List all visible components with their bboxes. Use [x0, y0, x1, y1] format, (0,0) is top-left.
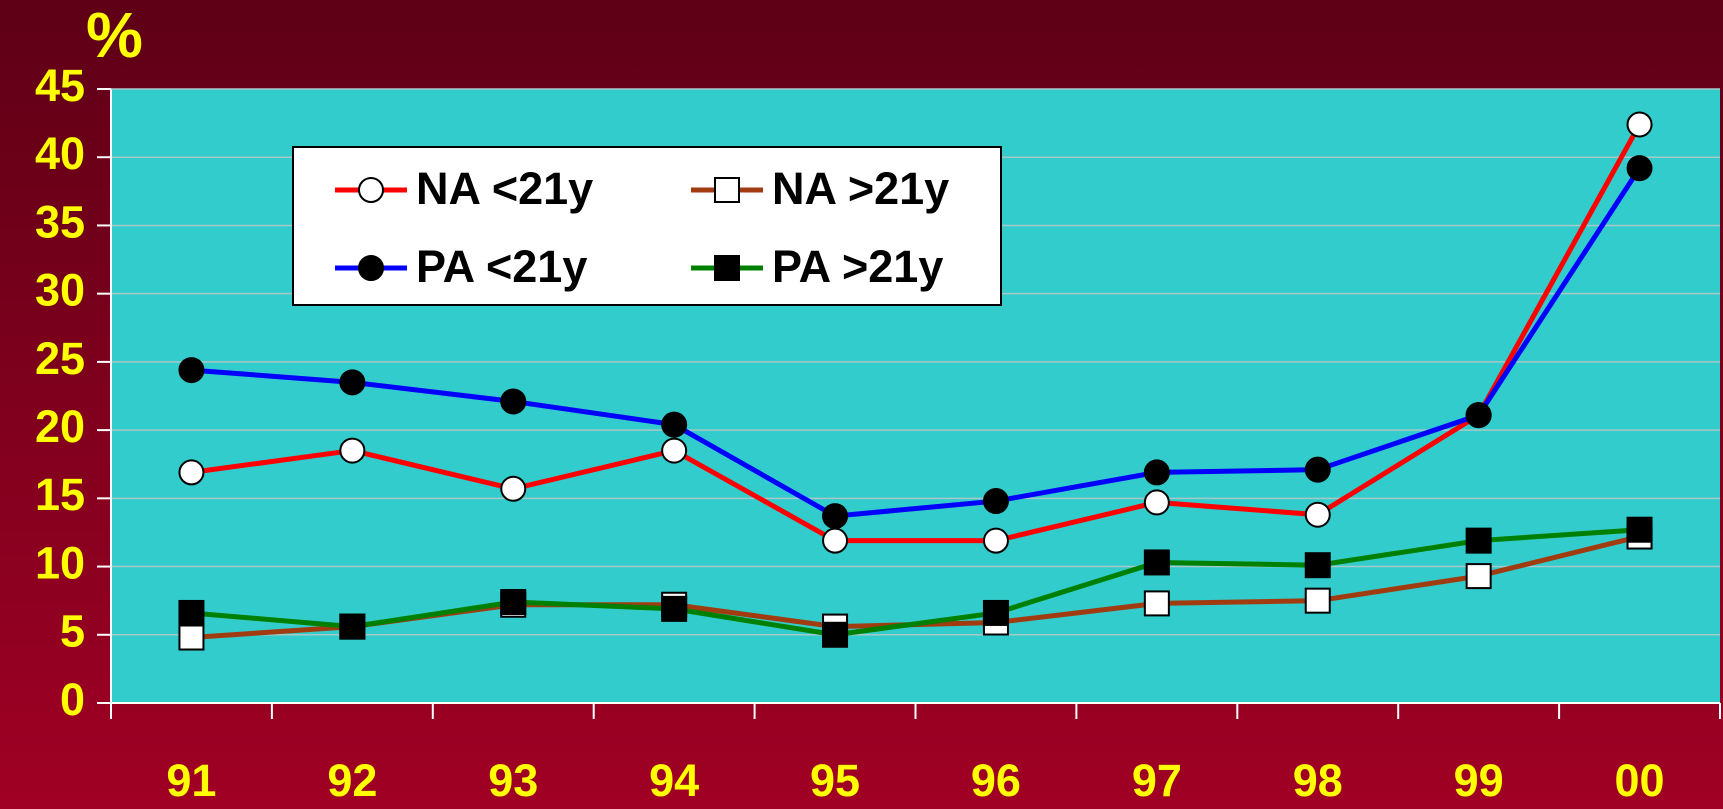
marker: [1143, 489, 1170, 516]
marker: [661, 595, 688, 622]
y-tick-label: 30: [35, 265, 85, 316]
marker: [339, 437, 366, 464]
y-axis-label: %: [86, 0, 143, 71]
marker: [714, 177, 740, 203]
marker: [714, 255, 740, 281]
legend-label: PA <21y: [416, 241, 587, 292]
x-tick-label: 97: [1132, 755, 1182, 806]
legend-label: PA >21y: [772, 241, 943, 292]
marker: [500, 388, 527, 415]
y-tick-label: 40: [35, 128, 85, 179]
marker: [1626, 111, 1653, 138]
marker: [1465, 527, 1492, 554]
y-tick-label: 10: [35, 537, 85, 588]
legend: NA <21y PA <21y NA >21y PA >21y: [292, 146, 1002, 306]
x-tick-label: 98: [1293, 755, 1343, 806]
marker: [339, 613, 366, 640]
x-tick-label: 91: [166, 755, 216, 806]
x-tick-label: 94: [649, 755, 699, 806]
marker: [1304, 456, 1331, 483]
marker: [1626, 516, 1653, 543]
marker: [1304, 552, 1331, 579]
marker: [661, 411, 688, 438]
x-tick-label: 99: [1454, 755, 1504, 806]
marker: [1143, 459, 1170, 486]
marker: [178, 599, 205, 626]
marker: [982, 599, 1009, 626]
series-line: [191, 123, 1642, 544]
y-tick-label: 45: [35, 60, 85, 111]
series-line: [191, 527, 1640, 638]
marker: [500, 475, 527, 502]
marker: [1626, 155, 1653, 182]
marker: [982, 527, 1009, 554]
marker: [982, 488, 1009, 515]
y-tick-label: 15: [35, 469, 85, 520]
legend-box: [292, 146, 1002, 306]
marker: [822, 527, 849, 554]
marker: [1304, 587, 1331, 614]
x-tick-label: 00: [1615, 755, 1665, 806]
y-tick-label: 0: [60, 674, 85, 725]
marker: [1465, 402, 1492, 429]
marker: [500, 589, 527, 616]
marker: [178, 459, 205, 486]
y-tick-label: 20: [35, 401, 85, 452]
legend-label: NA >21y: [772, 163, 949, 214]
y-tick-label: 35: [35, 196, 85, 247]
marker: [178, 624, 205, 651]
marker: [1465, 563, 1492, 590]
x-tick-label: 92: [327, 755, 377, 806]
y-tick-label: 25: [35, 333, 85, 384]
marker: [1304, 501, 1331, 528]
marker: [178, 357, 205, 384]
marker: [339, 369, 366, 396]
marker: [822, 503, 849, 530]
series-line: [191, 166, 1642, 519]
y-tick-label: 5: [60, 606, 85, 657]
x-tick-label: 95: [810, 755, 860, 806]
marker: [1143, 549, 1170, 576]
marker: [358, 177, 384, 203]
x-tick-label: 93: [488, 755, 538, 806]
marker: [358, 255, 384, 281]
legend-label: NA <21y: [416, 163, 593, 214]
marker: [822, 621, 849, 648]
x-tick-label: 96: [971, 755, 1021, 806]
marker: [661, 437, 688, 464]
marker: [1143, 590, 1170, 617]
